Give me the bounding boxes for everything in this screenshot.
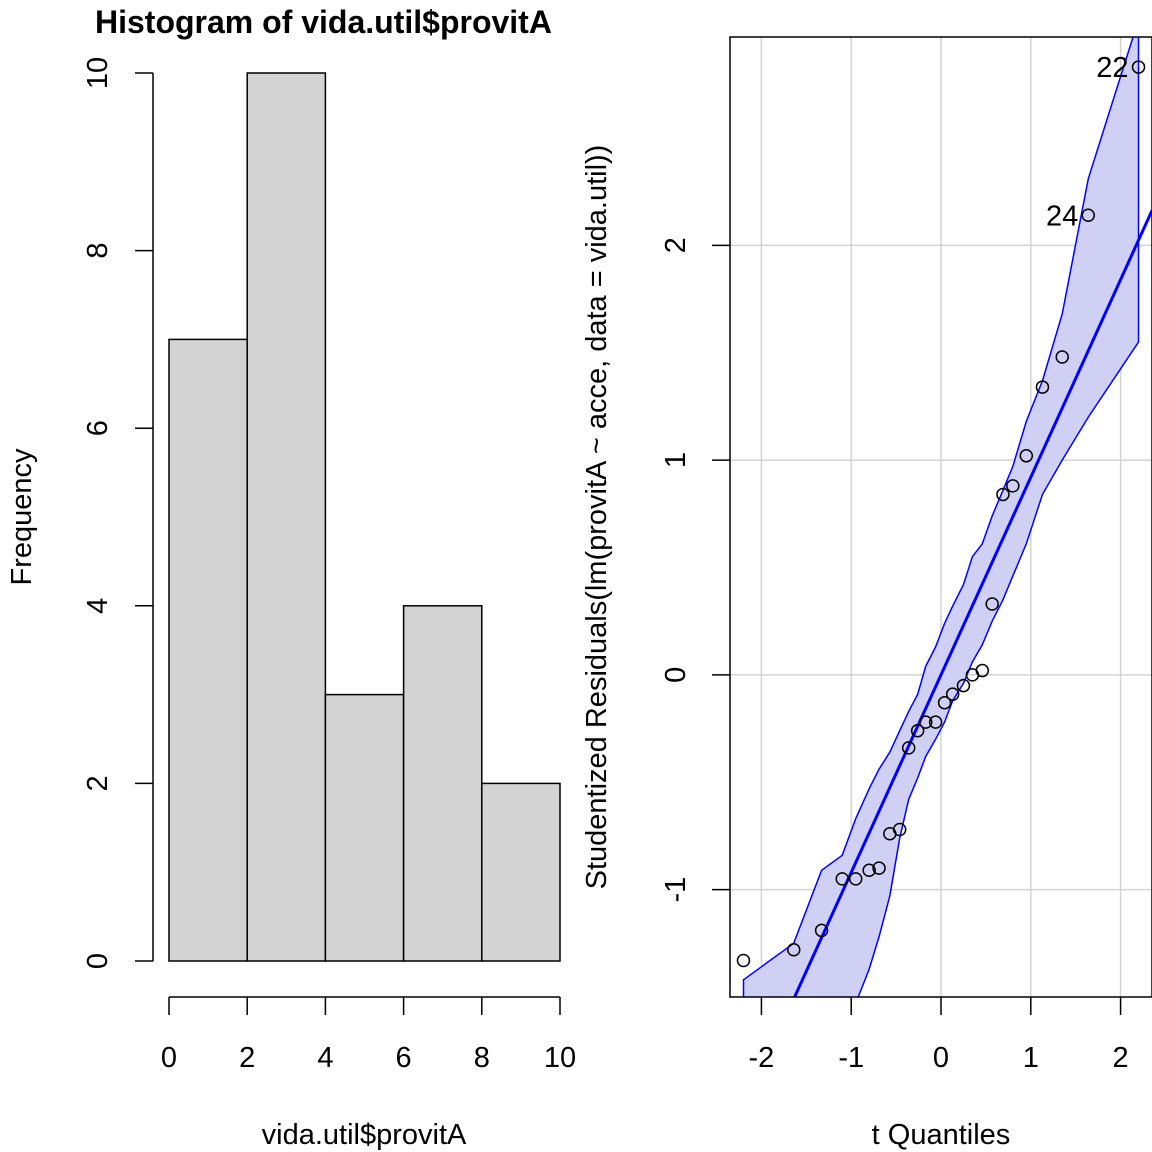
histogram-y-tick-label: 8 (82, 243, 114, 259)
qq-point (1035, 380, 1050, 394)
qq-point (1055, 350, 1069, 364)
qq-x-tick-label: 2 (1113, 1042, 1129, 1074)
histogram-title: Histogram of vida.util$provitA (95, 4, 552, 40)
histogram-x-tick-label: 0 (161, 1042, 177, 1074)
histogram-y-tick-label: 10 (82, 57, 114, 89)
histogram-y-axis-title: Frequency (6, 448, 38, 586)
histogram-x-tick-label: 4 (317, 1042, 333, 1074)
qq-point (1081, 208, 1096, 223)
qq-point-labels: 24 22 (1046, 52, 1129, 232)
qq-point (736, 953, 751, 968)
qq-point (892, 822, 907, 837)
qq-y-tick-label: -1 (660, 877, 692, 903)
qq-point (928, 715, 943, 729)
qq-point (945, 687, 960, 701)
histogram-x-axis: 0 2 4 6 8 10 (161, 996, 576, 1074)
qq-y-axis-title: Studentized Residuals(lm(provitA ~ acce,… (581, 145, 613, 890)
qq-point (996, 487, 1010, 502)
histogram-bars (168, 72, 561, 962)
qq-x-tick-label: 0 (933, 1042, 949, 1074)
histogram-x-tick-label: 2 (239, 1042, 255, 1074)
qq-y-tick-label: 0 (660, 667, 692, 683)
qq-point (985, 597, 999, 611)
histogram-bar (402, 605, 483, 962)
histogram-y-axis: 0 2 4 6 8 10 (82, 57, 154, 969)
qq-point-label: 24 (1046, 200, 1078, 232)
qq-point (786, 943, 801, 957)
qq-point (848, 872, 863, 886)
qq-x-axis-title: t Quantiles (872, 1119, 1011, 1151)
qq-point (901, 741, 916, 755)
qq-point-label: 22 (1096, 52, 1128, 84)
qq-point (956, 678, 971, 693)
histogram-y-tick-label: 4 (82, 598, 114, 614)
qq-plot-panel: -2 -1 0 1 2 -1 0 1 2 24 22 t Quantiles Studentiz… (581, 36, 1152, 1151)
qq-point (975, 663, 990, 678)
histogram-bar (324, 693, 405, 962)
histogram-panel: Histogram of vida.util$provitA 0 2 4 6 8 10 0… (6, 4, 576, 1151)
qq-x-tick-label: 1 (1023, 1042, 1039, 1074)
qq-point (1006, 479, 1020, 493)
histogram-x-tick-label: 6 (396, 1042, 412, 1074)
histogram-bar (168, 338, 248, 962)
qq-point (918, 715, 933, 729)
histogram-x-tick-label: 8 (474, 1042, 490, 1074)
histogram-x-axis-title: vida.util$provitA (262, 1119, 467, 1151)
reference-line (792, 209, 1152, 997)
qq-point (910, 723, 925, 738)
qq-point (862, 863, 876, 878)
histogram-x-tick-label: 10 (544, 1042, 576, 1074)
qq-y-tick-label: 2 (660, 237, 692, 253)
qq-point (872, 861, 886, 875)
qq-y-axis: -1 0 1 2 (660, 237, 730, 903)
qq-point (937, 696, 952, 710)
histogram-bar (481, 782, 561, 962)
qq-point (1019, 449, 1034, 463)
histogram-y-tick-label: 2 (82, 775, 114, 791)
qq-x-tick-label: -1 (838, 1042, 864, 1074)
confidence-envelope (742, 37, 1140, 997)
qq-point (1131, 60, 1146, 74)
qq-points (736, 60, 1146, 968)
histogram-y-tick-label: 6 (82, 420, 114, 436)
histogram-bar (246, 72, 327, 962)
qq-point (814, 923, 829, 938)
qq-x-axis: -2 -1 0 1 2 (749, 997, 1129, 1074)
histogram-y-tick-label: 0 (82, 953, 114, 969)
qq-point (835, 872, 849, 886)
qq-x-tick-label: -2 (749, 1042, 775, 1074)
qq-y-tick-label: 1 (660, 452, 692, 468)
